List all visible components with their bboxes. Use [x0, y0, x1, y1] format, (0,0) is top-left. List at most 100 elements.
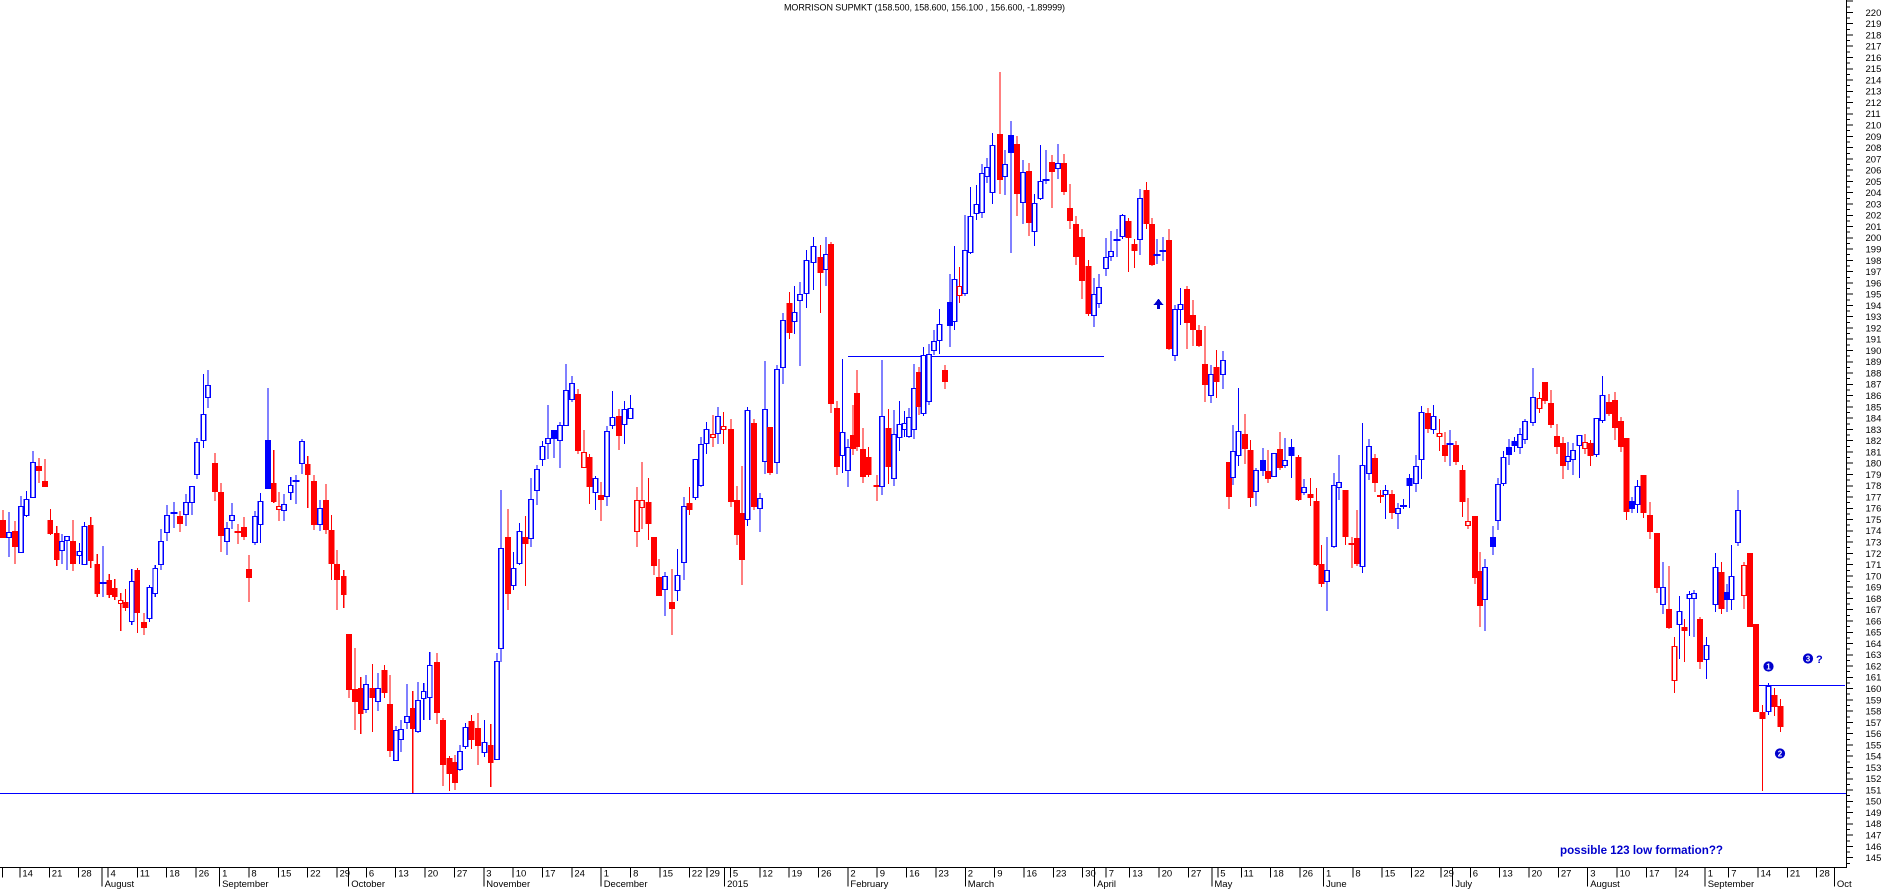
svg-text:November: November [486, 879, 530, 889]
svg-text:149: 149 [1866, 808, 1882, 819]
svg-text:192: 192 [1866, 323, 1882, 334]
svg-text:3: 3 [1590, 868, 1595, 879]
svg-text:175: 175 [1866, 515, 1882, 526]
svg-text:218: 218 [1866, 30, 1882, 41]
svg-text:182: 182 [1866, 436, 1882, 447]
svg-text:7: 7 [1109, 868, 1114, 879]
svg-text:211: 211 [1866, 109, 1881, 120]
svg-text:September: September [1708, 879, 1754, 889]
svg-text:155: 155 [1866, 740, 1882, 751]
svg-text:146: 146 [1866, 842, 1882, 853]
svg-text:5: 5 [733, 868, 738, 879]
svg-text:6: 6 [369, 868, 374, 879]
svg-text:186: 186 [1866, 391, 1882, 402]
svg-text:1: 1 [222, 868, 227, 879]
svg-text:9: 9 [997, 868, 1002, 879]
svg-text:183: 183 [1866, 425, 1882, 436]
svg-text:24: 24 [574, 868, 585, 879]
svg-text:20: 20 [1532, 868, 1543, 879]
svg-text:13: 13 [398, 868, 409, 879]
svg-text:2: 2 [1778, 750, 1783, 759]
svg-text:22: 22 [310, 868, 321, 879]
svg-text:165: 165 [1866, 628, 1882, 639]
svg-text:177: 177 [1866, 492, 1882, 503]
svg-text:July: July [1455, 879, 1472, 889]
svg-text:17: 17 [1649, 868, 1660, 879]
svg-text:214: 214 [1866, 75, 1882, 86]
svg-text:1: 1 [604, 868, 609, 879]
svg-text:?: ? [1816, 654, 1823, 666]
svg-text:27: 27 [457, 868, 468, 879]
svg-text:October: October [351, 879, 385, 889]
svg-text:15: 15 [1385, 868, 1396, 879]
svg-text:187: 187 [1866, 380, 1882, 391]
svg-text:191: 191 [1866, 335, 1882, 346]
svg-text:22: 22 [692, 868, 703, 879]
svg-text:180: 180 [1866, 459, 1882, 470]
svg-text:March: March [968, 879, 994, 889]
svg-text:153: 153 [1866, 763, 1882, 774]
svg-text:2015: 2015 [727, 879, 748, 889]
svg-text:212: 212 [1866, 98, 1882, 109]
svg-text:178: 178 [1866, 481, 1882, 492]
svg-text:17: 17 [545, 868, 556, 879]
svg-text:215: 215 [1866, 64, 1882, 75]
svg-text:Oct: Oct [1837, 879, 1852, 889]
svg-text:209: 209 [1866, 132, 1882, 143]
svg-text:14: 14 [1761, 868, 1772, 879]
svg-text:169: 169 [1866, 583, 1882, 594]
svg-text:20: 20 [428, 868, 439, 879]
svg-text:February: February [850, 879, 888, 889]
svg-text:213: 213 [1866, 87, 1882, 98]
svg-text:179: 179 [1866, 470, 1882, 481]
svg-text:217: 217 [1866, 42, 1882, 53]
svg-text:22: 22 [1414, 868, 1425, 879]
svg-text:171: 171 [1866, 560, 1882, 571]
svg-text:174: 174 [1866, 526, 1882, 537]
svg-text:2: 2 [850, 868, 855, 879]
svg-text:154: 154 [1866, 752, 1882, 763]
svg-text:170: 170 [1866, 571, 1882, 582]
svg-text:1: 1 [1708, 868, 1713, 879]
svg-text:4: 4 [111, 868, 116, 879]
svg-text:185: 185 [1866, 402, 1882, 413]
svg-text:208: 208 [1866, 143, 1882, 154]
svg-text:200: 200 [1866, 233, 1882, 244]
svg-text:151: 151 [1866, 785, 1882, 796]
svg-text:164: 164 [1866, 639, 1882, 650]
svg-text:26: 26 [199, 868, 210, 879]
svg-text:24: 24 [1678, 868, 1689, 879]
svg-text:196: 196 [1866, 278, 1882, 289]
svg-text:16: 16 [1027, 868, 1038, 879]
svg-text:May: May [1214, 879, 1232, 889]
svg-text:206: 206 [1866, 166, 1882, 177]
svg-text:210: 210 [1866, 121, 1882, 132]
svg-text:1: 1 [1766, 663, 1771, 672]
svg-text:18: 18 [1273, 868, 1284, 879]
svg-text:176: 176 [1866, 504, 1882, 515]
svg-text:August: August [1590, 879, 1620, 889]
svg-text:7: 7 [1731, 868, 1736, 879]
svg-text:147: 147 [1866, 831, 1882, 842]
svg-text:198: 198 [1866, 256, 1882, 267]
svg-text:184: 184 [1866, 414, 1882, 425]
svg-text:219: 219 [1866, 19, 1882, 30]
svg-text:12: 12 [762, 868, 773, 879]
svg-text:6: 6 [1473, 868, 1478, 879]
svg-text:15: 15 [663, 868, 674, 879]
svg-text:11: 11 [140, 868, 150, 879]
svg-text:1: 1 [1326, 868, 1331, 879]
svg-text:15: 15 [281, 868, 292, 879]
svg-text:28: 28 [81, 868, 92, 879]
svg-text:216: 216 [1866, 53, 1882, 64]
svg-text:194: 194 [1866, 301, 1882, 312]
svg-text:162: 162 [1866, 662, 1882, 673]
svg-text:3: 3 [486, 868, 491, 879]
svg-text:19: 19 [792, 868, 803, 879]
svg-text:152: 152 [1866, 774, 1882, 785]
svg-text:20: 20 [1162, 868, 1173, 879]
svg-text:173: 173 [1866, 538, 1882, 549]
svg-text:8: 8 [1355, 868, 1360, 879]
svg-text:148: 148 [1866, 819, 1882, 830]
svg-text:167: 167 [1866, 605, 1882, 616]
